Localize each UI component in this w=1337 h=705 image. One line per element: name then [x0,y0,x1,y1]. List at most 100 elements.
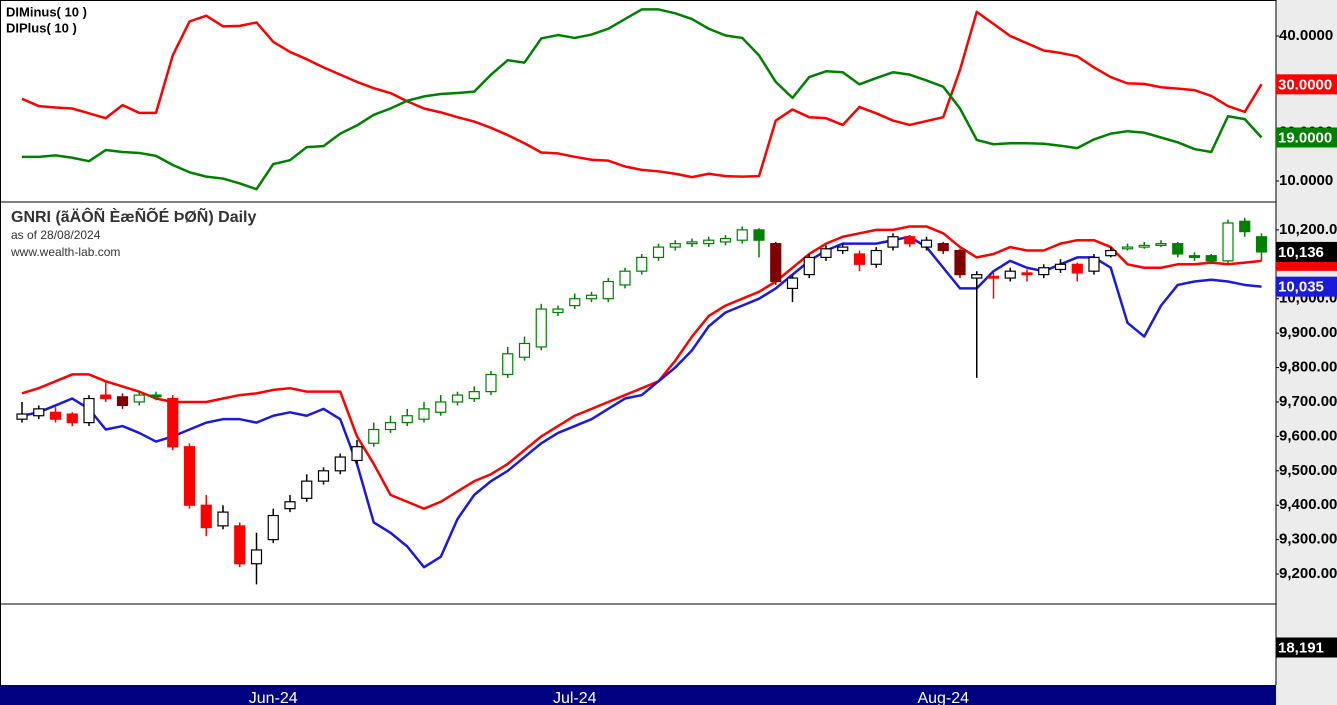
candle-body [920,239,933,248]
axis-background [1276,0,1337,705]
candle-body [384,422,397,431]
candle-body [83,397,95,424]
candle-body [1205,255,1217,262]
candle-body [971,274,983,279]
candle-body [334,456,346,472]
candle-body [786,277,799,289]
candle-body [401,415,413,424]
candle-body [1038,267,1050,276]
candle-body [100,394,112,400]
y-tick-label: 9,600.00 [1279,427,1337,444]
candle-body [502,353,514,376]
x-tick-label: Aug-24 [917,690,969,705]
y-tick-label: 40.0000 [1279,27,1333,44]
candle-body [1138,244,1150,248]
line [22,8,1263,191]
last-value-box [1276,637,1337,658]
candle-body [669,243,681,248]
line [21,225,1262,510]
candle-body [368,428,380,444]
candle-body [234,525,246,565]
candle-body [167,397,179,448]
annotation: www.wealth-lab.com [10,245,120,259]
candle-body [1121,246,1134,250]
candle-body [451,394,464,403]
candle-body [753,229,765,241]
candle-body [150,394,162,398]
last-value-label: 19.0000 [1278,129,1332,146]
x-tick-label: Jun-24 [249,690,298,705]
y-tick-label: 9,900.00 [1279,324,1337,341]
y-tick-label: 9,200.00 [1279,565,1337,582]
candle-body [686,241,698,245]
candle-body [485,373,497,393]
candle-body [937,243,949,252]
candle-body [518,342,531,358]
candle-body [904,236,916,245]
x-tick-label: Jul-24 [553,690,597,705]
candle-body [418,408,430,420]
candle-body [49,411,62,420]
candle-body [602,280,614,300]
candle-body [954,249,966,276]
last-value-label: 30.0000 [1278,76,1332,93]
candle-body [1172,243,1184,255]
candle-body [317,470,330,482]
y-tick-label: 10.0000 [1279,172,1333,189]
chart-title: GNRI (ãÄÔÑ ÈæÑÕÉ ÞØÑ) Daily [11,206,256,226]
last-value-label: 10,035 [1278,279,1324,296]
candle-body [535,308,547,348]
candle-body [1155,243,1167,246]
last-value-box [1276,127,1337,148]
candle-body [703,239,715,245]
y-tick-label: 10,200.00 [1279,221,1337,238]
candle-body [1004,270,1016,279]
date-bar [0,685,1276,705]
candle-body [569,298,581,307]
candle-body [1088,256,1100,272]
last-value-box [1276,276,1337,297]
candle-body [552,308,564,314]
candle-body [468,391,480,400]
y-tick-label: 9,800.00 [1279,359,1337,376]
candle-body [66,413,78,424]
candle-body [636,256,648,272]
candle-body [16,413,28,420]
candle-body [183,446,196,506]
candle-body [619,270,631,286]
candle-body [301,480,313,499]
line [21,10,1263,179]
candle-body [1021,272,1033,276]
candle-body [267,514,279,541]
candle-body [1188,255,1201,259]
candle-body [987,275,1000,279]
candle-body [853,253,866,265]
candle-body [1054,263,1067,271]
candle-body [116,396,129,407]
candle-body [803,256,815,276]
candle-body [1222,222,1234,262]
candle-body [770,243,782,283]
candle-body [284,501,296,510]
chart-subtitle: as of 28/08/2024 [11,228,101,242]
candle-body [585,294,598,300]
candle-body [887,236,899,248]
candle-body [736,229,748,241]
candle-body [33,408,45,417]
candle-body [870,249,882,265]
y-tick-label: 9,400.00 [1279,496,1337,513]
y-tick-label: 9,300.00 [1279,531,1337,548]
last-value-label: 18,191 [1278,639,1324,656]
candle-body [435,401,447,413]
last-value-label: 10,136 [1278,244,1324,261]
candle-body [1105,249,1117,257]
candle-body [250,549,263,565]
candle-body [200,504,212,529]
y-tick-label: 9,500.00 [1279,462,1337,479]
candle-body [820,248,832,259]
candle-body [1071,263,1083,274]
candle-body [217,511,229,527]
candle-body [719,237,732,243]
